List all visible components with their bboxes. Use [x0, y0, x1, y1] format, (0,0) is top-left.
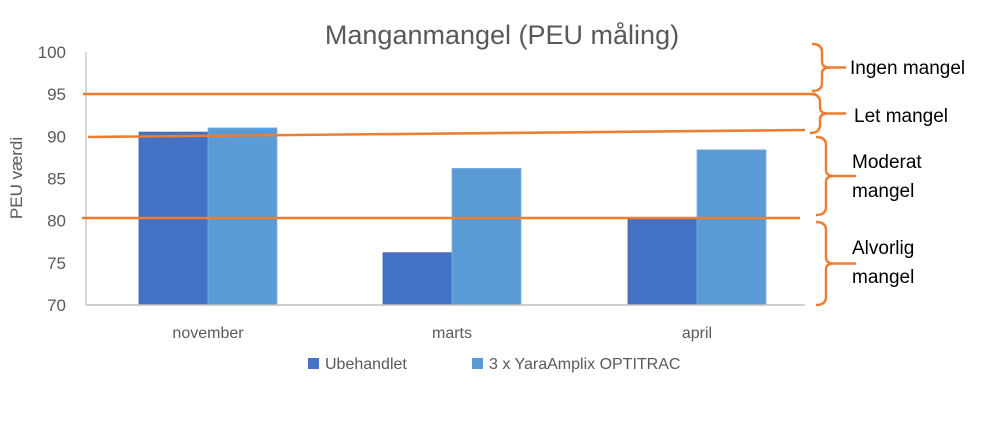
bar-november [207, 127, 278, 306]
bar-marts [451, 167, 522, 306]
zone-label: Alvorlig [852, 238, 914, 259]
threshold-lines [82, 92, 816, 220]
zone-labels: Ingen mangel Let mangel Moderat mangel Alvor… [850, 58, 965, 288]
legend-label: Ubehandlet [325, 356, 407, 373]
y-tick-label: 95 [47, 85, 66, 104]
x-category-label: april [682, 325, 712, 342]
bar-april [627, 217, 698, 306]
zone-label: mangel [852, 267, 914, 288]
zone-braces [809, 42, 856, 307]
zone-label: mangel [852, 181, 914, 202]
legend: Ubehandlet 3 x YaraAmplix OPTITRAC [308, 356, 680, 373]
zone-label: Let mangel [854, 106, 948, 127]
y-tick-label: 70 [47, 296, 66, 315]
y-tick-label: 100 [38, 43, 66, 62]
brace-icon [809, 92, 846, 135]
y-tick-label: 75 [47, 254, 66, 273]
bar-series [138, 127, 767, 306]
legend-swatch [472, 358, 483, 369]
legend-label: 3 x YaraAmplix OPTITRAC [489, 356, 680, 373]
y-tick-label: 80 [47, 212, 66, 231]
x-category-label: november [172, 325, 244, 342]
bar-marts [382, 252, 453, 306]
y-axis-ticks: 100 95 90 85 80 75 70 [38, 43, 66, 315]
brace-icon [811, 42, 846, 93]
y-tick-label: 90 [47, 127, 66, 146]
y-tick-label: 85 [47, 170, 66, 189]
threshold-line-90 [87, 128, 806, 139]
y-axis-label: PEU værdi [7, 137, 26, 219]
bar-april [696, 149, 767, 306]
brace-icon [815, 220, 856, 307]
legend-swatch [308, 358, 319, 369]
x-category-label: marts [432, 325, 472, 342]
x-axis-categories: november marts april [172, 325, 712, 342]
zone-label: Moderat [852, 152, 922, 173]
brace-icon [815, 135, 856, 217]
chart-title: Manganmangel (PEU måling) [325, 20, 679, 50]
zone-label: Ingen mangel [850, 58, 965, 79]
